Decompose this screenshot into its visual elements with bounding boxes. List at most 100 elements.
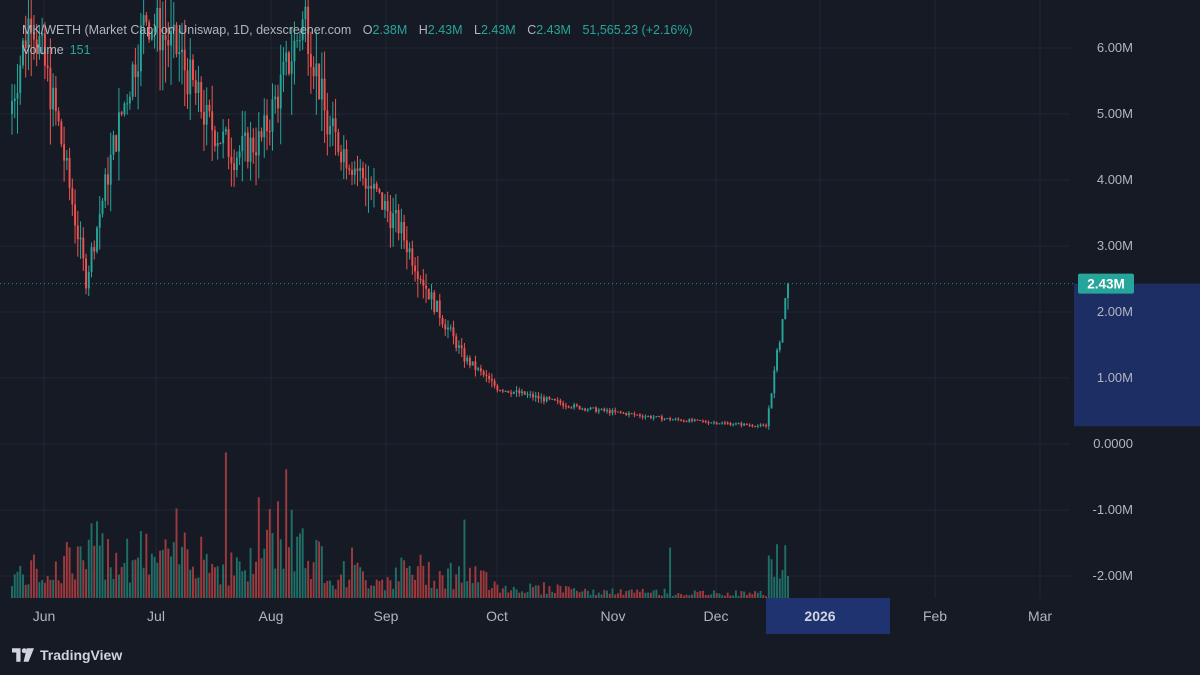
volume-bar	[30, 560, 33, 598]
candle-body	[696, 419, 699, 421]
candle-body	[285, 52, 288, 62]
volume-bar	[682, 595, 685, 598]
y-tick-label: 6.00M	[1097, 40, 1133, 55]
volume-bar	[414, 579, 417, 598]
candle-body	[765, 425, 768, 427]
candle-body	[521, 391, 523, 394]
x-tick-label: Dec	[704, 608, 729, 624]
volume-bar	[710, 594, 713, 598]
volume-bar	[408, 565, 411, 598]
volume-bar	[101, 533, 104, 598]
candle-body	[112, 135, 115, 155]
candle-body	[304, 6, 307, 20]
candle-body	[30, 18, 33, 32]
low-label: L	[474, 23, 481, 37]
candle-body	[194, 80, 197, 94]
candle-body	[76, 225, 79, 240]
candle-body	[211, 111, 214, 131]
candle-body	[301, 19, 304, 41]
candle-body	[436, 300, 438, 312]
volume-bar	[178, 564, 181, 598]
volume-bar	[43, 582, 46, 598]
volume-bar	[298, 533, 301, 598]
volume-bar	[128, 582, 131, 598]
volume-bar	[649, 592, 652, 598]
candle-body	[307, 6, 310, 54]
candle-body	[268, 131, 271, 133]
volume-label[interactable]: Volume	[22, 43, 64, 57]
volume-bar	[773, 576, 776, 598]
volume-bar	[743, 591, 746, 598]
x-tick-label: Aug	[259, 608, 284, 624]
volume-bar	[567, 586, 570, 598]
candle-body	[529, 394, 532, 396]
volume-bar	[131, 560, 134, 598]
volume-bar	[260, 558, 263, 598]
candle-body	[27, 18, 30, 48]
candle-body	[726, 422, 729, 424]
volume-bar	[765, 596, 768, 598]
candle-body	[647, 416, 650, 418]
volume-bar	[685, 594, 688, 598]
volume-bar	[392, 588, 395, 598]
candle-body	[320, 78, 323, 100]
candle-body	[65, 157, 68, 161]
candle-body	[704, 421, 707, 423]
candle-body	[271, 99, 274, 132]
candle-body	[510, 392, 513, 394]
volume-bar	[545, 593, 548, 598]
candle-body	[309, 53, 312, 67]
volume-bar	[540, 594, 543, 598]
volume-bar	[293, 571, 296, 598]
y-tick-label: -2.00M	[1093, 568, 1133, 583]
candle-body	[734, 423, 737, 425]
volume-bar	[334, 589, 337, 598]
volume-bar	[323, 583, 326, 598]
volume-bar	[619, 589, 622, 598]
candle-body	[19, 65, 22, 94]
candle-body	[422, 279, 425, 286]
volume-bar	[693, 590, 696, 598]
candle-body	[375, 183, 378, 190]
volume-bar	[499, 592, 502, 598]
volume-bar	[762, 594, 765, 598]
candle-body	[362, 167, 364, 179]
candle-body	[353, 168, 356, 175]
y-tick-label: 0.0000	[1093, 436, 1133, 451]
candle-body	[468, 357, 471, 366]
volume-bar	[63, 556, 66, 598]
volume-bar	[233, 575, 236, 598]
candle-body	[139, 25, 142, 72]
candle-body	[581, 408, 584, 410]
y-axis[interactable]: 6.00M 5.00M 4.00M 3.00M 2.00M 1.00M 0.0000 -1.0…	[1093, 40, 1133, 583]
volume-bar	[326, 580, 329, 598]
volume-bar	[433, 580, 436, 598]
x-axis[interactable]: Jun Jul Aug Sep Oct Nov Dec 2026 Feb Mar	[33, 608, 1053, 624]
candle-body	[202, 111, 205, 125]
tradingview-brand[interactable]: TradingView	[12, 644, 122, 666]
volume-bars	[11, 452, 789, 598]
candle-body	[460, 345, 463, 349]
candle-body	[715, 422, 718, 424]
candle-body	[109, 154, 112, 185]
volume-bar	[227, 585, 230, 598]
volume-bar	[109, 567, 112, 598]
volume-bar	[170, 556, 172, 598]
candle-body	[586, 409, 589, 411]
volume-bar	[729, 595, 732, 598]
volume-bar	[617, 593, 619, 598]
volume-bar	[756, 592, 759, 598]
candle-body	[625, 413, 628, 415]
candle-body	[117, 112, 120, 152]
volume-bar	[510, 590, 513, 598]
symbol-title[interactable]: MK/WETH (Market Cap) on Uniswap, 1D, dex…	[22, 23, 352, 37]
volume-bar	[405, 567, 408, 598]
change-value: 51,565.23 (+2.16%)	[582, 23, 693, 37]
volume-bar	[427, 561, 430, 598]
volume-bar	[342, 561, 345, 598]
candle-body	[729, 423, 732, 425]
candle-body	[93, 247, 96, 252]
volume-bar	[781, 569, 784, 598]
